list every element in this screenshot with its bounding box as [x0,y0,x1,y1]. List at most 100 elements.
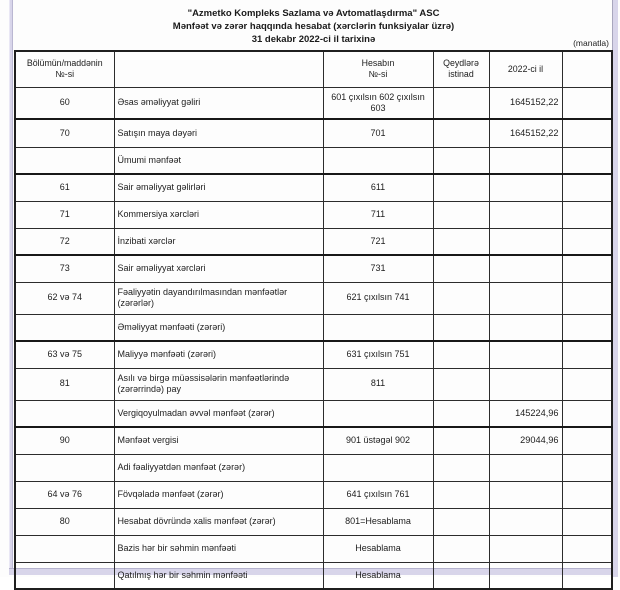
header-item-name [113,50,324,88]
value-cell [488,534,563,563]
item-label-cell: Satışın maya dəyəri [113,118,324,148]
account-cell: 901 üstəgəl 902 [322,426,434,455]
notes-cell [432,118,490,148]
account-cell: Hesablama [322,534,434,563]
currency-note: (manatla) [573,38,609,48]
company-name: "Azmetko Kompleks Sazlama və Avtomatlaşd… [187,8,440,19]
value-cell [488,227,563,256]
account-cell [322,453,434,482]
item-label-cell: Adi fəaliyyətdən mənfəət (zərər) [113,453,324,482]
item-label-cell: Maliyyə mənfəəti (zərəri) [113,340,324,369]
report-header: "Azmetko Kompleks Sazlama və Avtomatlaşd… [14,7,613,46]
notes-cell [432,86,490,120]
notes-cell [432,453,490,482]
header-section-no: Bölümün/maddənin №-si [14,50,115,88]
extra-cell [561,399,613,428]
table-row: 63 və 75 Maliyyə mənfəəti (zərəri) 631 ç… [14,340,613,369]
item-label-cell: Kommersiya xərcləri [113,200,324,229]
table-row: Bazis hər bir səhmin mənfəəti Hesablama [14,534,613,563]
extra-cell [561,200,613,229]
account-cell: 641 çıxılsın 761 [322,480,434,509]
extra-cell [561,340,613,369]
extra-cell [561,313,613,342]
notes-cell [432,313,490,342]
value-cell [488,480,563,509]
item-label-cell: Qatılmış hər bir səhmin mənfəəti [113,561,324,590]
table-row: 73 Sair əməliyyat xərcləri 731 [14,254,613,283]
notes-cell [432,340,490,369]
table-row: Adi fəaliyyətdən mənfəət (zərər) [14,453,613,482]
account-cell: Hesablama [322,561,434,590]
profit-loss-table: Bölümün/maddənin №-si Hesabın №-si Qeydl… [14,50,613,590]
account-cell: 631 çıxılsın 751 [322,340,434,369]
value-cell: 1645152,22 [488,86,563,120]
item-label-cell: Vergiqoyulmadan əvvəl mənfəət (zərər) [113,399,324,428]
table-row: Qatılmış hər bir səhmin mənfəəti Hesabla… [14,561,613,590]
extra-cell [561,281,613,315]
account-cell: 721 [322,227,434,256]
notes-cell [432,507,490,536]
extra-cell [561,173,613,202]
section-no-cell: 90 [14,426,115,455]
section-no-cell [14,146,115,175]
account-cell: 811 [322,367,434,401]
value-cell: 1645152,22 [488,118,563,148]
notes-cell [432,534,490,563]
account-cell [322,399,434,428]
extra-cell [561,254,613,283]
section-no-cell: 71 [14,200,115,229]
section-no-cell [14,399,115,428]
section-no-cell: 62 və 74 [14,281,115,315]
notes-cell [432,227,490,256]
table-row: 64 və 76 Fövqəladə mənfəət (zərər) 641 ç… [14,480,613,509]
item-label-cell: Fəaliyyətin dayandırılmasından mənfəətlə… [113,281,324,315]
section-no-cell [14,534,115,563]
account-cell [322,313,434,342]
value-cell [488,254,563,283]
notes-cell [432,399,490,428]
value-cell [488,507,563,536]
table-row: 70 Satışın maya dəyəri 701 1645152,22 [14,118,613,148]
table-row: Vergiqoyulmadan əvvəl mənfəət (zərər) 14… [14,399,613,428]
table-row: 90 Mənfəət vergisi 901 üstəgəl 902 29044… [14,426,613,455]
value-cell: 29044,96 [488,426,563,455]
account-cell: 601 çıxılsın 602 çıxılsın 603 [322,86,434,120]
section-no-cell [14,453,115,482]
notes-cell [432,200,490,229]
value-cell [488,281,563,315]
notes-cell [432,254,490,283]
extra-cell [561,507,613,536]
notes-cell [432,146,490,175]
value-cell [488,146,563,175]
account-cell: 621 çıxılsın 741 [322,281,434,315]
extra-cell [561,367,613,401]
item-label-cell: Ümumi mənfəət [113,146,324,175]
account-cell: 801=Hesablama [322,507,434,536]
extra-cell [561,534,613,563]
extra-cell [561,426,613,455]
extra-cell [561,561,613,590]
notes-cell [432,480,490,509]
section-no-cell: 73 [14,254,115,283]
notes-cell [432,561,490,590]
notes-cell [432,281,490,315]
item-label-cell: Mənfəət vergisi [113,426,324,455]
value-cell [488,173,563,202]
value-cell [488,200,563,229]
extra-cell [561,480,613,509]
section-no-cell: 63 və 75 [14,340,115,369]
notes-cell [432,367,490,401]
item-label-cell: Əməliyyat mənfəəti (zərəri) [113,313,324,342]
account-cell: 711 [322,200,434,229]
extra-cell [561,118,613,148]
section-no-cell: 70 [14,118,115,148]
account-cell [322,146,434,175]
report-date: 31 dekabr 2022-ci il tarixinə [251,34,376,46]
header-notes-ref: Qeydlərə istinad [432,50,490,88]
section-no-cell: 80 [14,507,115,536]
header-empty [561,50,613,88]
scan-frame-left [9,0,13,575]
extra-cell [561,146,613,175]
section-no-cell: 72 [14,227,115,256]
account-cell: 611 [322,173,434,202]
